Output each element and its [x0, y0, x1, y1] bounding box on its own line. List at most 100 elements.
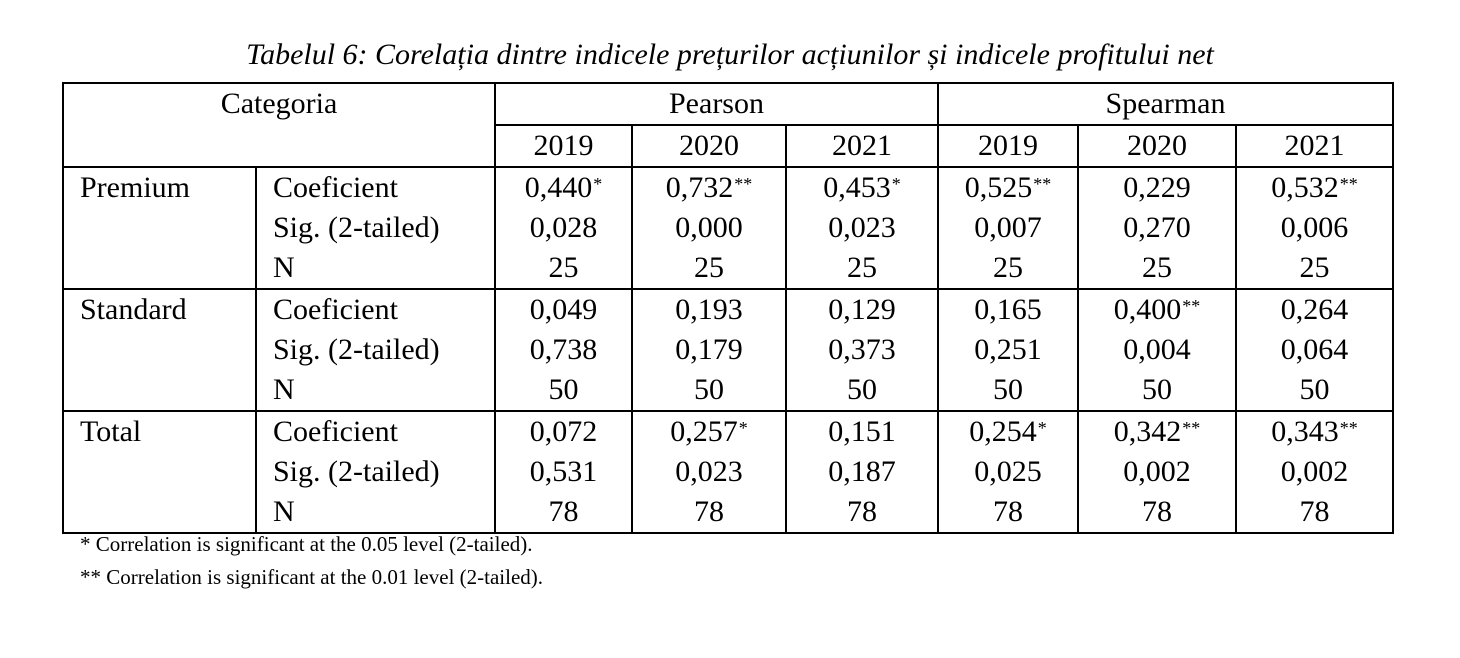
spearman-header: Spearman — [937, 82, 1394, 126]
n-value: 25 — [548, 251, 579, 284]
table-row: Total Coeficient Sig. (2-tailed) N 0,072 0,53… — [62, 410, 1394, 534]
coefficient-value: 0,193 — [675, 293, 743, 326]
value-cell: 0,129 0,373 50 — [785, 288, 939, 412]
significance-mark: ** — [1182, 296, 1201, 316]
sig-value: 0,738 — [529, 333, 598, 366]
sig-value: 0,002 — [1123, 455, 1191, 488]
header-row-years: 2019 2020 2021 2019 2020 2021 — [63, 124, 1394, 168]
n-value: 78 — [1299, 495, 1330, 528]
header-row-methods: Categoria Pearson Spearman — [62, 82, 1394, 168]
significance-mark: * — [891, 174, 901, 194]
n-value: 25 — [1142, 251, 1172, 284]
value-cell: 0,453* 0,023 25 — [785, 166, 939, 290]
coefficient-line: 0,072 — [496, 412, 631, 452]
sig-value: 0,028 — [529, 211, 598, 244]
n-value: 78 — [993, 495, 1023, 528]
coefficient-value: 0,732 — [665, 171, 734, 204]
coefficient-line: 0,732** — [633, 168, 785, 208]
coefficient-value: 0,257 — [670, 415, 738, 448]
year-header: 2019 — [494, 124, 633, 168]
year-header: 2020 — [631, 124, 787, 168]
statistic-label: Sig. (2-tailed) — [273, 333, 440, 366]
value-cell: 0,254* 0,025 78 — [937, 410, 1079, 534]
coefficient-line: 0,254* — [939, 412, 1077, 452]
n-value: 78 — [694, 495, 724, 528]
statistic-label: Sig. (2-tailed) — [273, 455, 440, 488]
n-value: 50 — [694, 373, 724, 406]
coefficient-line: 0,343** — [1237, 412, 1392, 452]
coefficient-line: 0,151 — [787, 412, 937, 452]
sig-value: 0,000 — [675, 211, 743, 244]
value-cell: 0,072 0,531 78 — [494, 410, 633, 534]
statistic-label: N — [273, 495, 295, 528]
sig-value: 0,251 — [974, 333, 1042, 366]
significance-mark: ** — [1182, 418, 1201, 438]
n-value: 50 — [847, 373, 877, 406]
sig-value: 0,373 — [828, 333, 896, 366]
significance-mark: * — [593, 174, 603, 194]
coefficient-value: 0,400 — [1113, 293, 1182, 326]
sig-value: 0,179 — [675, 333, 743, 366]
n-value: 50 — [1299, 373, 1330, 406]
coefficient-value: 0,151 — [828, 415, 896, 448]
coefficient-value: 0,165 — [974, 293, 1042, 326]
n-value: 25 — [847, 251, 877, 284]
value-cell: 0,343** 0,002 78 — [1235, 410, 1394, 534]
footnote-005: * Correlation is significant at the 0.05… — [80, 532, 533, 556]
year-header: 2020 — [1077, 124, 1237, 168]
table-row: Premium Coeficient Sig. (2-tailed) N 0,440* 0… — [62, 166, 1394, 290]
coefficient-value: 0,525 — [964, 171, 1033, 204]
n-value: 25 — [694, 251, 724, 284]
sig-value: 0,064 — [1280, 333, 1349, 366]
statistic-label: Coeficient — [273, 171, 398, 204]
n-value: 25 — [1299, 251, 1330, 284]
sig-value: 0,007 — [974, 211, 1042, 244]
group-label: Total — [62, 410, 257, 534]
coefficient-line: 0,264 — [1237, 290, 1392, 330]
sig-value: 0,002 — [1280, 455, 1349, 488]
value-cell: 0,525** 0,007 25 — [937, 166, 1079, 290]
sig-value: 0,023 — [828, 211, 896, 244]
value-cell: 0,400** 0,004 50 — [1077, 288, 1237, 412]
coefficient-line: 0,525** — [939, 168, 1077, 208]
sig-value: 0,187 — [828, 455, 896, 488]
value-cell: 0,193 0,179 50 — [631, 288, 787, 412]
year-header: 2021 — [785, 124, 939, 168]
sig-value: 0,270 — [1123, 211, 1191, 244]
significance-mark: * — [1037, 418, 1047, 438]
significance-mark: ** — [1339, 174, 1358, 194]
coefficient-value: 0,254 — [969, 415, 1037, 448]
group-label: Premium — [62, 166, 257, 290]
coefficient-value: 0,129 — [828, 293, 896, 326]
coefficient-value: 0,049 — [529, 293, 598, 326]
value-cell: 0,229 0,270 25 — [1077, 166, 1237, 290]
statistic-label: N — [273, 251, 295, 284]
coefficient-line: 0,532** — [1237, 168, 1392, 208]
coefficient-value: 0,343 — [1271, 415, 1339, 448]
statistic-label: Sig. (2-tailed) — [273, 211, 440, 244]
coefficient-line: 0,165 — [939, 290, 1077, 330]
coefficient-value: 0,229 — [1123, 171, 1191, 204]
value-cell: 0,732** 0,000 25 — [631, 166, 787, 290]
coefficient-line: 0,129 — [787, 290, 937, 330]
statistic-labels: Coeficient Sig. (2-tailed) N — [255, 166, 496, 290]
coefficient-line: 0,453* — [787, 168, 937, 208]
coefficient-value: 0,264 — [1280, 293, 1349, 326]
n-value: 78 — [548, 495, 579, 528]
n-value: 50 — [548, 373, 579, 406]
n-value: 78 — [1142, 495, 1172, 528]
n-value: 50 — [1142, 373, 1172, 406]
coefficient-line: 0,257* — [633, 412, 785, 452]
footnotes: * Correlation is significant at the 0.05… — [80, 528, 543, 594]
pearson-header: Pearson — [494, 82, 939, 126]
year-header: 2021 — [1235, 124, 1394, 168]
significance-mark: * — [738, 418, 748, 438]
value-cell: 0,257* 0,023 78 — [631, 410, 787, 534]
value-cell: 0,342** 0,002 78 — [1077, 410, 1237, 534]
significance-mark: ** — [1339, 418, 1358, 438]
value-cell: 0,440* 0,028 25 — [494, 166, 633, 290]
coefficient-value: 0,072 — [529, 415, 598, 448]
table-caption: Tabelul 6: Corelația dintre indicele pre… — [246, 38, 1214, 71]
table-row: Standard Coeficient Sig. (2-tailed) N 0,049 0… — [62, 288, 1394, 412]
n-value: 50 — [993, 373, 1023, 406]
